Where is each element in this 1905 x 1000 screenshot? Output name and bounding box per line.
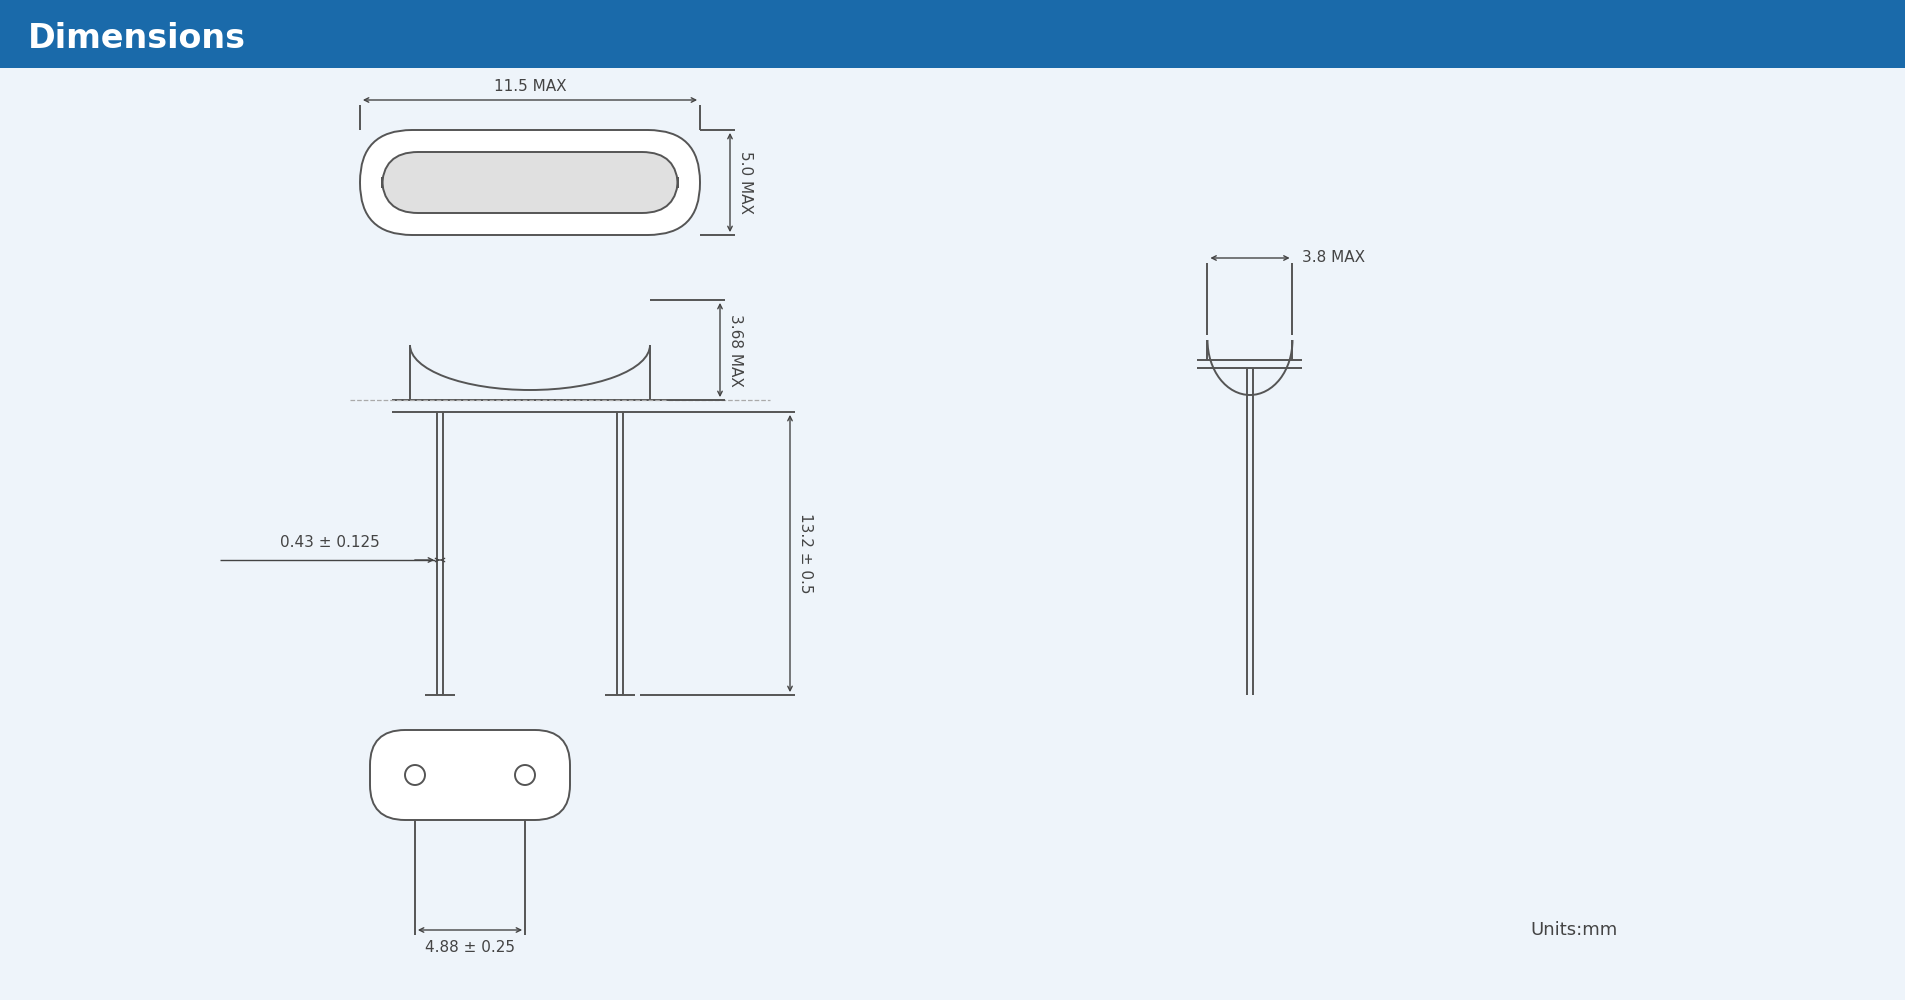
Text: 5.0 MAX: 5.0 MAX bbox=[737, 151, 752, 214]
Text: Dimensions: Dimensions bbox=[29, 21, 246, 54]
Text: 3.68 MAX: 3.68 MAX bbox=[728, 314, 743, 386]
Text: 3.8 MAX: 3.8 MAX bbox=[1301, 250, 1364, 265]
Text: 0.43 ± 0.125: 0.43 ± 0.125 bbox=[280, 535, 379, 550]
Text: 4.88 ± 0.25: 4.88 ± 0.25 bbox=[425, 940, 514, 955]
Text: 13.2 ± 0.5: 13.2 ± 0.5 bbox=[798, 513, 813, 594]
Bar bbox=[0, 0, 1905, 68]
FancyBboxPatch shape bbox=[360, 130, 699, 235]
FancyBboxPatch shape bbox=[381, 152, 678, 213]
FancyBboxPatch shape bbox=[370, 730, 570, 820]
Text: 11.5 MAX: 11.5 MAX bbox=[493, 79, 566, 94]
Text: Units:mm: Units:mm bbox=[1530, 921, 1617, 939]
